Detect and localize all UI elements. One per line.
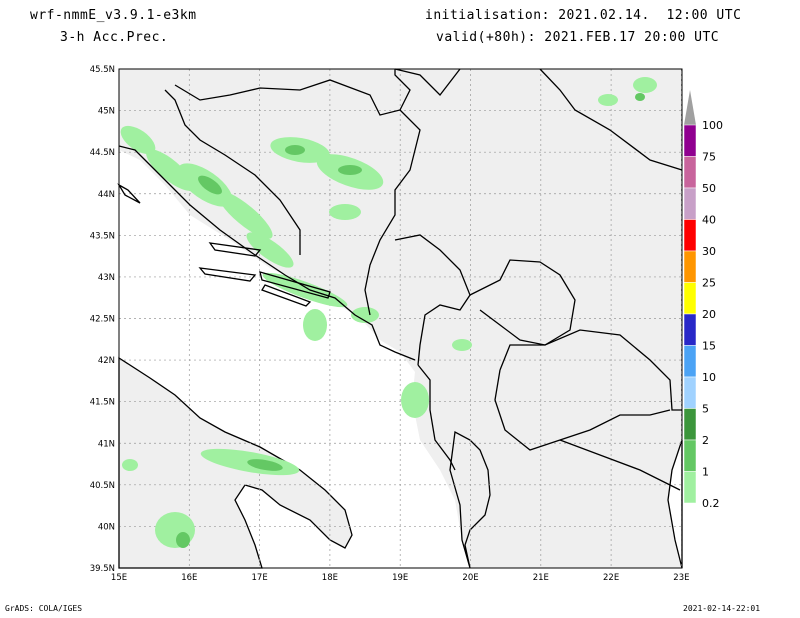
legend-swatch (683, 124, 697, 157)
precip-moderate (176, 93, 645, 548)
legend-swatch (683, 250, 697, 283)
lat-label: 42N (98, 356, 115, 366)
lat-label: 43.5N (90, 231, 115, 241)
lon-label: 15E (111, 573, 127, 583)
footer-left: GrADS: COLA/IGES (5, 604, 83, 613)
legend-swatch (683, 471, 697, 504)
legend-label: 1 (702, 466, 709, 479)
legend-label: 15 (702, 340, 716, 353)
map-frame (118, 68, 683, 569)
legend-swatch (683, 187, 697, 220)
lat-label: 42.5N (90, 315, 115, 325)
lon-label: 19E (392, 573, 408, 583)
legend-label: 10 (702, 371, 716, 384)
init-time: initialisation: 2021.02.14. 12:00 UTC (425, 8, 742, 23)
lat-label: 45N (98, 107, 115, 117)
legend-swatch (683, 156, 697, 189)
lon-label: 18E (322, 573, 338, 583)
legend-swatch (683, 313, 697, 346)
lat-label: 43N (98, 273, 115, 283)
legend-label: 5 (702, 403, 709, 416)
lat-label: 41N (98, 439, 115, 449)
lon-label: 23E (673, 573, 689, 583)
lat-label: 44.5N (90, 148, 115, 158)
legend-swatch (683, 408, 697, 441)
legend-label: 40 (702, 214, 716, 227)
lat-label: 41.5N (90, 398, 115, 408)
legend-swatch (683, 376, 697, 409)
lat-label: 39.5N (90, 564, 115, 574)
legend-top-arrow (684, 90, 696, 125)
footer-right: 2021-02-14-22:01 (683, 604, 761, 613)
legend-swatch (683, 345, 697, 378)
variable-title: 3-h Acc.Prec. (60, 30, 169, 45)
legend-label: 20 (702, 308, 716, 321)
lon-label: 21E (533, 573, 549, 583)
lat-label: 40N (98, 522, 115, 532)
axis-labels: 45.5N 45N 44.5N 44N 43.5N 43N 42.5N 42N 41.5N 41N… (90, 65, 690, 583)
legend-label: 0.2 (702, 497, 720, 510)
legend-swatch (683, 439, 697, 472)
color-legend: 100 75 50 40 30 25 20 15 10 5 2 1 0.2 (683, 90, 723, 563)
lat-label: 40.5N (90, 481, 115, 491)
lon-label: 16E (181, 573, 197, 583)
lon-label: 20E (462, 573, 478, 583)
legend-bottom-arrow (684, 503, 696, 563)
legend-swatch (683, 282, 697, 315)
legend-label: 2 (702, 434, 709, 447)
greece-coast (449, 430, 491, 569)
legend-label: 75 (702, 151, 716, 164)
legend-label: 50 (702, 182, 716, 195)
lon-label: 17E (252, 573, 268, 583)
lat-label: 44N (98, 190, 115, 200)
model-title: wrf-nmmE_v3.9.1-e3km (30, 8, 197, 23)
lat-label: 45.5N (90, 65, 115, 75)
legend-label: 30 (702, 245, 716, 258)
valid-time: valid(+80h): 2021.FEB.17 20:00 UTC (436, 30, 720, 45)
legend-swatch (683, 219, 697, 252)
legend-label: 25 (702, 277, 716, 290)
lon-label: 22E (603, 573, 619, 583)
legend-label: 100 (702, 119, 723, 132)
borders (117, 68, 683, 491)
